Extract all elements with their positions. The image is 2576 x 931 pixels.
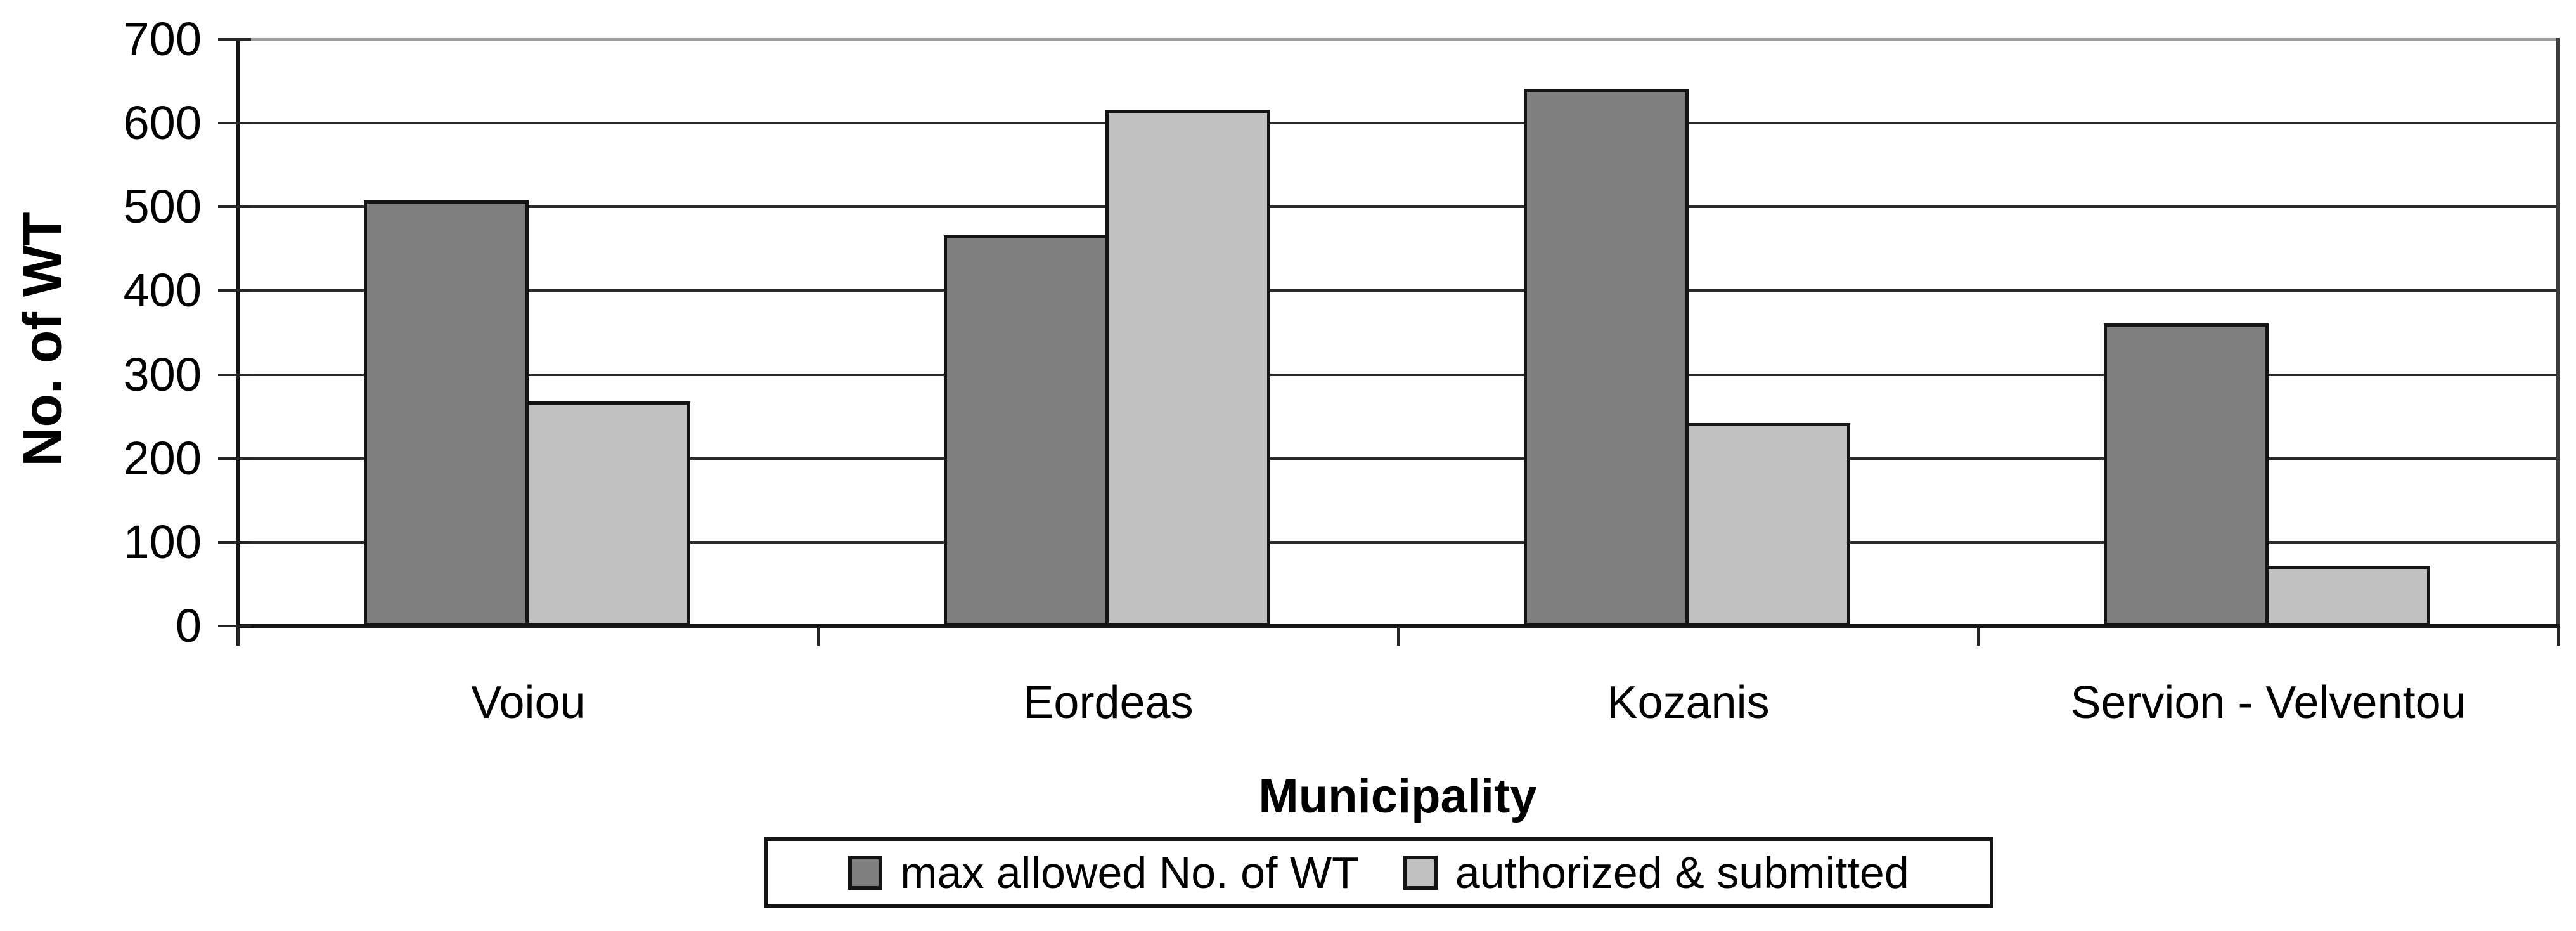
bar-authorized-submitted-servion-velventou [2265, 565, 2430, 626]
category-label-eordeas: Eordeas [1023, 677, 1194, 728]
x-tick-mark-3 [1977, 627, 1980, 646]
y-tick-mark-300 [218, 373, 251, 376]
legend-marker-max-allowed-icon [848, 856, 883, 890]
gridline-100 [240, 540, 2556, 544]
y-tick-label-700: 700 [123, 13, 202, 65]
bar-authorized-submitted-voiou [525, 401, 690, 626]
y-tick-mark-0 [218, 625, 251, 627]
gridline-600 [240, 122, 2556, 125]
legend-label-authorized-submitted: authorized & submitted [1455, 848, 1909, 897]
y-axis-title: No. of WT [12, 212, 74, 467]
gridline-400 [240, 289, 2556, 292]
plot-right-border [2556, 38, 2560, 627]
bar-max-allowed-no-of-wt-servion-velventou [2103, 323, 2269, 626]
y-tick-label-200: 200 [123, 431, 202, 485]
y-tick-label-0: 0 [175, 599, 202, 652]
x-axis-title: Municipality [1258, 769, 1537, 823]
y-tick-mark-500 [218, 205, 251, 209]
y-tick-label-100: 100 [123, 515, 202, 568]
y-tick-mark-400 [218, 289, 251, 292]
bar-max-allowed-no-of-wt-kozanis [1523, 88, 1689, 626]
x-tick-mark-2 [1397, 627, 1400, 646]
x-axis-line [236, 624, 2560, 628]
y-tick-label-600: 600 [123, 96, 202, 150]
x-tick-mark-1 [817, 627, 820, 646]
y-tick-mark-100 [218, 540, 251, 544]
x-tick-mark-0 [237, 627, 240, 646]
y-tick-label-400: 400 [123, 264, 202, 317]
bar-max-allowed-no-of-wt-eordeas [943, 235, 1109, 626]
y-tick-label-300: 300 [123, 348, 202, 401]
plot-top-border [237, 38, 2560, 41]
bar-authorized-submitted-kozanis [1685, 423, 1850, 626]
category-label-voiou: Voiou [471, 677, 586, 728]
gridline-200 [240, 457, 2556, 460]
legend: max allowed No. of WT authorized & submi… [764, 837, 1993, 908]
y-axis-line [236, 38, 240, 646]
legend-entry-authorized-submitted: authorized & submitted [1403, 850, 1909, 895]
legend-marker-authorized-submitted-icon [1403, 856, 1438, 890]
gridline-500 [240, 205, 2556, 209]
bar-max-allowed-no-of-wt-voiou [363, 200, 529, 626]
legend-label-max-allowed: max allowed No. of WT [900, 848, 1359, 897]
y-tick-label-500: 500 [123, 180, 202, 233]
gridline-300 [240, 373, 2556, 376]
y-tick-mark-700 [218, 38, 251, 41]
category-label-kozanis: Kozanis [1607, 677, 1770, 728]
bar-authorized-submitted-eordeas [1105, 110, 1270, 626]
category-label-servion-velventou: Servion - Velventou [2070, 677, 2466, 728]
legend-entry-max-allowed: max allowed No. of WT [848, 850, 1359, 895]
y-tick-mark-600 [218, 122, 251, 125]
x-tick-mark-4 [2557, 627, 2560, 646]
y-tick-mark-200 [218, 457, 251, 460]
